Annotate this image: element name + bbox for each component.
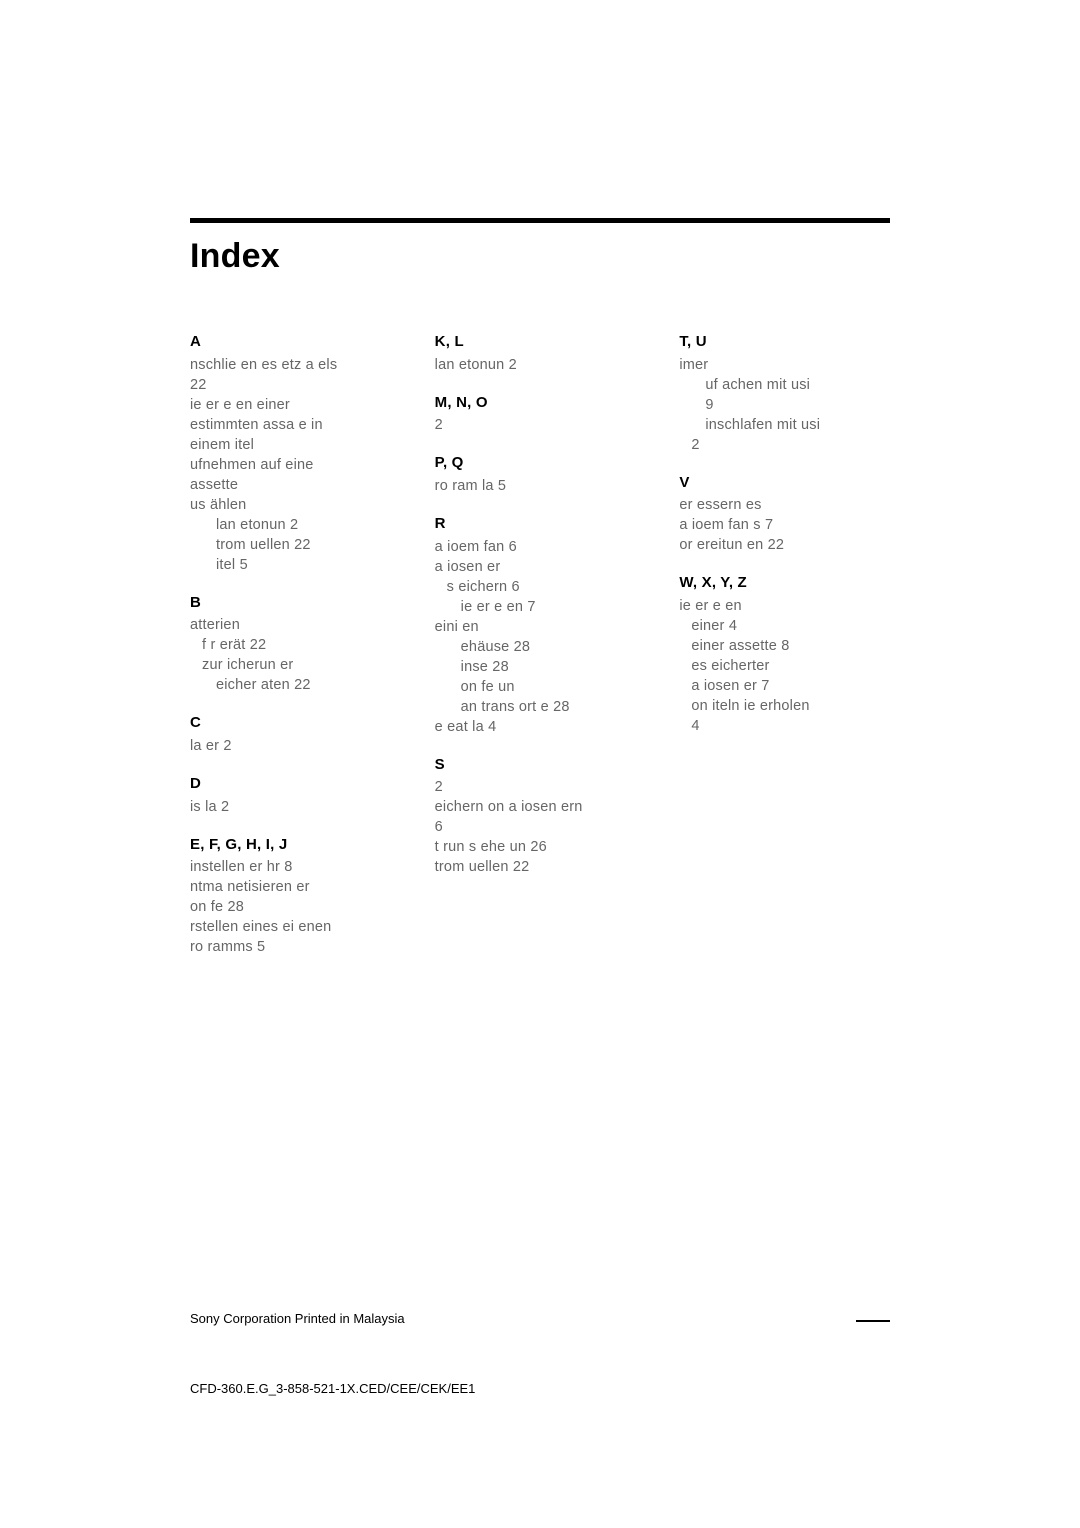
index-entry: e eat la 4 xyxy=(435,717,646,737)
section-head-m: M, N, O xyxy=(435,393,646,414)
page-title: Index xyxy=(190,237,890,276)
index-columns: A nschlie en es etz a els 22 ie er e en … xyxy=(190,332,890,957)
section-head-c: C xyxy=(190,713,401,734)
index-entry: rstellen eines ei enen xyxy=(190,917,401,937)
section-head-r: R xyxy=(435,514,646,535)
index-entry: 6 xyxy=(435,817,646,837)
section-head-a: A xyxy=(190,332,401,353)
column-3: T, U imer uf achen mit usi 9 inschlafen … xyxy=(679,332,890,957)
section-head-p: P, Q xyxy=(435,453,646,474)
footer-corporation: Sony Corporation Printed in Malaysia xyxy=(190,1311,405,1326)
index-entry: 9 xyxy=(679,395,890,415)
section-body-c: la er 2 xyxy=(190,736,401,756)
section-head-k: K, L xyxy=(435,332,646,353)
index-entry: 2 xyxy=(679,435,890,455)
index-entry: itel 5 xyxy=(190,555,401,575)
section-head-d: D xyxy=(190,774,401,795)
index-entry: ie er e en xyxy=(679,596,890,616)
top-rule xyxy=(190,218,890,223)
index-entry: ie er e en 7 xyxy=(435,597,646,617)
index-entry: inse 28 xyxy=(435,657,646,677)
index-entry: 4 xyxy=(679,716,890,736)
index-entry: ro ram la 5 xyxy=(435,476,646,496)
column-1: A nschlie en es etz a els 22 ie er e en … xyxy=(190,332,401,957)
index-entry: la er 2 xyxy=(190,736,401,756)
index-entry: ntma netisieren er xyxy=(190,877,401,897)
section-body-b: atterienf r erät 22zur icherun er eicher… xyxy=(190,615,401,695)
index-entry: 2 xyxy=(435,777,646,797)
index-entry: a iosen er xyxy=(435,557,646,577)
section-head-v: V xyxy=(679,473,890,494)
section-body-v: er essern es a ioem fan s 7 or ereitun e… xyxy=(679,495,890,555)
index-entry: ie er e en einer xyxy=(190,395,401,415)
index-entry: estimmten assa e in xyxy=(190,415,401,435)
footer-dash xyxy=(856,1320,890,1322)
index-entry: er essern es xyxy=(679,495,890,515)
index-entry: trom uellen 22 xyxy=(435,857,646,877)
section-body-a: nschlie en es etz a els 22 ie er e en ei… xyxy=(190,355,401,575)
index-entry: a iosen er 7 xyxy=(679,676,890,696)
section-head-w: W, X, Y, Z xyxy=(679,573,890,594)
index-entry: zur icherun er xyxy=(190,655,401,675)
section-body-w: ie er e eneiner 4einer assette 8 es eich… xyxy=(679,596,890,736)
index-entry: uf achen mit usi xyxy=(679,375,890,395)
index-entry: inschlafen mit usi xyxy=(679,415,890,435)
index-entry: ehäuse 28 xyxy=(435,637,646,657)
section-head-t: T, U xyxy=(679,332,890,353)
index-entry: nschlie en es etz a els xyxy=(190,355,401,375)
index-entry: on fe 28 xyxy=(190,897,401,917)
index-entry: ufnehmen auf eine xyxy=(190,455,401,475)
index-entry: lan etonun 2 xyxy=(190,515,401,535)
index-entry: lan etonun 2 xyxy=(435,355,646,375)
index-entry: us ählen xyxy=(190,495,401,515)
index-entry: trom uellen 22 xyxy=(190,535,401,555)
section-body-r: a ioem fan 6 a iosen er s eichern 6 ie e… xyxy=(435,537,646,737)
index-entry: atterien xyxy=(190,615,401,635)
page: Index A nschlie en es etz a els 22 ie er… xyxy=(0,0,1080,957)
index-entry: 2 xyxy=(435,415,646,435)
index-entry: imer xyxy=(679,355,890,375)
index-entry: einem itel xyxy=(190,435,401,455)
section-body-p: ro ram la 5 xyxy=(435,476,646,496)
index-entry: f r erät 22 xyxy=(190,635,401,655)
index-entry: eini en xyxy=(435,617,646,637)
index-entry: ro ramms 5 xyxy=(190,937,401,957)
section-head-s: S xyxy=(435,755,646,776)
index-entry: or ereitun en 22 xyxy=(679,535,890,555)
section-body-e: instellen er hr 8 ntma netisieren er on … xyxy=(190,857,401,957)
index-entry: on iteln ie erholen xyxy=(679,696,890,716)
index-entry: einer 4 xyxy=(679,616,890,636)
index-entry: a ioem fan s 7 xyxy=(679,515,890,535)
section-body-k: lan etonun 2 xyxy=(435,355,646,375)
footer-model: CFD-360.E.G_3-858-521-1X.CED/CEE/CEK/EE1 xyxy=(190,1381,475,1396)
index-entry: eichern on a iosen ern xyxy=(435,797,646,817)
index-entry: is la 2 xyxy=(190,797,401,817)
index-entry: s eichern 6 xyxy=(435,577,646,597)
section-body-s: 2 eichern on a iosen ern 6 t run s ehe u… xyxy=(435,777,646,877)
section-head-e: E, F, G, H, I, J xyxy=(190,835,401,856)
index-entry: t run s ehe un 26 xyxy=(435,837,646,857)
index-entry: a ioem fan 6 xyxy=(435,537,646,557)
index-entry: an trans ort e 28 xyxy=(435,697,646,717)
column-2: K, L lan etonun 2 M, N, O 2 P, Q ro ram … xyxy=(435,332,646,957)
section-body-d: is la 2 xyxy=(190,797,401,817)
section-body-m: 2 xyxy=(435,415,646,435)
index-entry: eicher aten 22 xyxy=(190,675,401,695)
index-entry: es eicherter xyxy=(679,656,890,676)
index-entry: on fe un xyxy=(435,677,646,697)
index-entry: 22 xyxy=(190,375,401,395)
section-head-b: B xyxy=(190,593,401,614)
index-entry: instellen er hr 8 xyxy=(190,857,401,877)
section-body-t: imer uf achen mit usi 9 inschlafen mit u… xyxy=(679,355,890,455)
index-entry: assette xyxy=(190,475,401,495)
index-entry: einer assette 8 xyxy=(679,636,890,656)
